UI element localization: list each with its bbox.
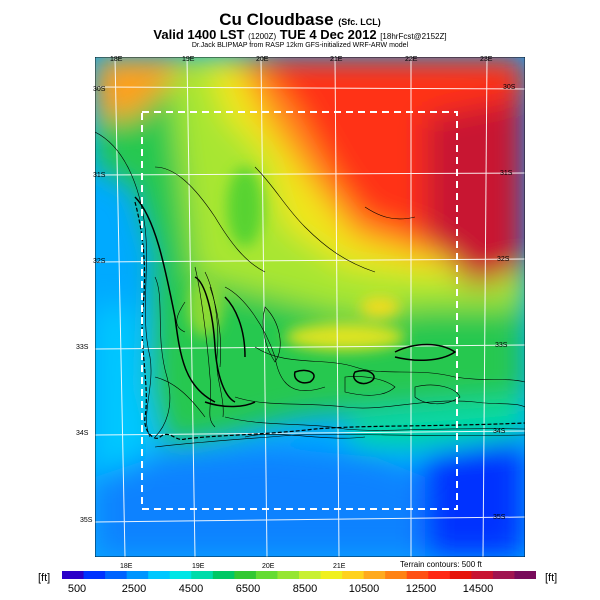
colorbar-swatch — [255, 571, 278, 579]
colorbar-unit-left: [ft] — [38, 572, 51, 584]
source-line: Dr.Jack BLIPMAP from RASP 12km GFS-initi… — [191, 42, 409, 49]
valid-date: TUE 4 Dec 2012 — [279, 27, 377, 42]
colorbar-swatch — [83, 571, 106, 579]
colorbar-swatch — [514, 571, 536, 579]
colorbar-swatch — [385, 571, 408, 579]
lon-label-bottom-2: 20E — [262, 563, 275, 570]
colorbar-swatch — [234, 571, 257, 579]
colorbar-tick-6: 12500 — [405, 583, 437, 595]
graticule — [95, 57, 525, 557]
colorbar-swatch — [105, 571, 128, 579]
title-suffix: (Sfc. LCL) — [338, 17, 381, 27]
colorbar-swatch — [191, 571, 214, 579]
lat-label-left-3: 33S — [76, 344, 89, 351]
lon-label-top-3: 21E — [330, 56, 343, 63]
valid-utc: (1200Z) — [248, 32, 277, 41]
lon-label-bottom-1: 19E — [192, 563, 205, 570]
colorbar-swatch — [320, 571, 343, 579]
lon-label-top-4: 22E — [405, 56, 418, 63]
colorbar-tick-2: 4500 — [178, 583, 204, 595]
inner-domain-box — [141, 111, 458, 510]
lon-label-bottom-3: 21E — [333, 563, 346, 570]
lat-label-left-2: 32S — [93, 258, 106, 265]
colorbar-swatch — [62, 571, 85, 579]
lon-label-top-0: 18E — [110, 56, 123, 63]
colorbar-swatch — [212, 571, 235, 579]
colorbar-swatch — [363, 571, 386, 579]
colorbar-tick-5: 10500 — [348, 583, 380, 595]
valid-time: Valid 1400 LST (1200Z) TUE 4 Dec 2012 [1… — [153, 27, 447, 42]
lat-label-left-5: 35S — [80, 517, 93, 524]
colorbar-swatch — [449, 571, 472, 579]
field-shading — [95, 57, 525, 557]
colorbar-swatch — [406, 571, 429, 579]
colorbar-tick-4: 8500 — [292, 583, 318, 595]
colorbar-unit-right: [ft] — [545, 572, 558, 584]
colorbar-swatch — [169, 571, 192, 579]
colorbar-swatch — [492, 571, 515, 579]
lat-label-left-0: 30S — [93, 86, 106, 93]
lat-label-right-5: 35S — [493, 514, 506, 521]
coastline — [134, 201, 525, 441]
colorbar-swatch — [299, 571, 322, 579]
forecast-info: [18hrFcst@2152Z] — [380, 32, 447, 41]
lat-label-left-1: 31S — [93, 172, 106, 179]
lon-label-top-1: 19E — [182, 56, 195, 63]
colorbar-swatch — [428, 571, 451, 579]
colorbar-swatch — [148, 571, 171, 579]
colorbar-swatch — [126, 571, 149, 579]
cloudbase-map — [95, 57, 525, 557]
colorbar-tick-1: 2500 — [121, 583, 147, 595]
colorbar-swatch — [342, 571, 365, 579]
lat-label-right-4: 34S — [493, 428, 506, 435]
lat-label-right-3: 33S — [495, 342, 508, 349]
lon-label-top-5: 23E — [480, 56, 493, 63]
colorbar-swatch — [471, 571, 494, 579]
lat-label-left-4: 34S — [76, 430, 89, 437]
chart-title: Cu Cloudbase (Sfc. LCL) — [219, 10, 381, 29]
colorbar-tick-7: 14500 — [462, 583, 494, 595]
lon-label-bottom-0: 18E — [120, 563, 133, 570]
lat-label-right-2: 32S — [497, 256, 510, 263]
colorbar-swatch — [277, 571, 300, 579]
terrain-contours — [95, 131, 525, 448]
lon-label-top-2: 20E — [256, 56, 269, 63]
lat-label-right-1: 31S — [500, 170, 513, 177]
terrain-contours-note: Terrain contours: 500 ft — [400, 560, 482, 569]
terrain-contours-bold — [134, 196, 457, 408]
colorbar — [62, 571, 536, 579]
colorbar-tick-3: 6500 — [235, 583, 261, 595]
colorbar-tick-0: 500 — [67, 583, 87, 595]
lat-label-right-0: 30S — [503, 84, 516, 91]
